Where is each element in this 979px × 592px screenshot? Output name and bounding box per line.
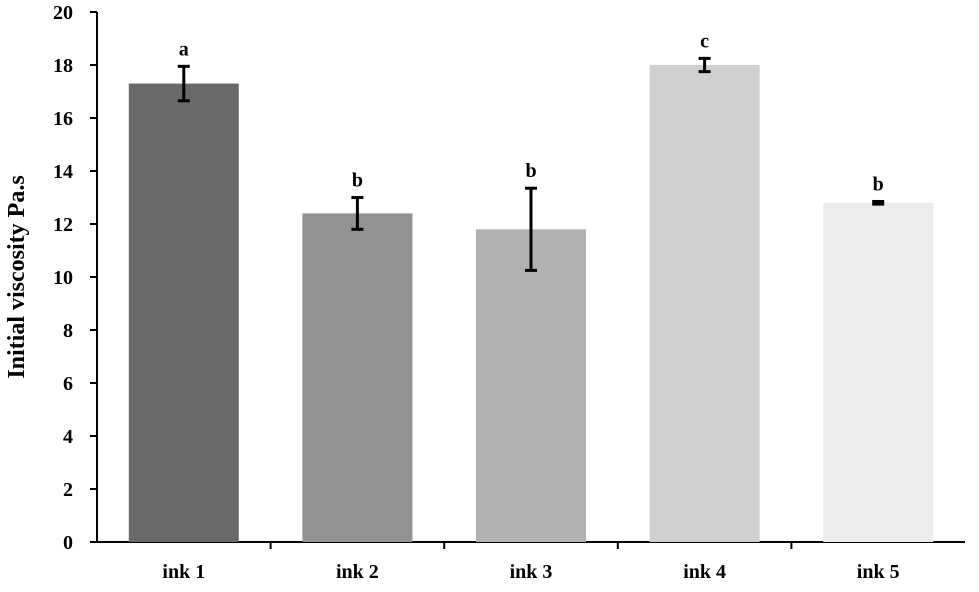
- error-bar-5: [872, 199, 885, 206]
- x-tick-label-3: ink 3: [510, 561, 553, 583]
- y-tick-label: 8: [63, 320, 73, 342]
- bars: [128, 65, 934, 543]
- significance-label-5: b: [873, 173, 884, 195]
- error-bar-4: [698, 56, 711, 74]
- error-bars: [177, 56, 885, 272]
- y-tick-label: 18: [53, 55, 73, 77]
- error-bar-1: [177, 64, 190, 103]
- significance-label-2: b: [352, 170, 363, 192]
- y-axis-label: Initial viscosity Pa.s: [4, 175, 30, 378]
- bar-2: [302, 213, 413, 542]
- error-bar-3: [525, 186, 537, 272]
- error-bar-2: [351, 196, 364, 231]
- bar-4: [649, 65, 760, 542]
- y-tick-label: 16: [53, 108, 73, 130]
- y-tick-label: 10: [53, 267, 73, 289]
- bar-1: [128, 83, 239, 543]
- x-tick-label-2: ink 2: [336, 561, 379, 583]
- x-tick-label-4: ink 4: [683, 561, 726, 583]
- bar-5: [823, 202, 934, 543]
- y-tick-label: 6: [63, 373, 73, 395]
- y-tick-label: 14: [53, 161, 73, 183]
- y-tick-label: 2: [63, 479, 73, 501]
- x-tick-label-1: ink 1: [162, 561, 205, 583]
- significance-label-4: c: [700, 30, 709, 52]
- significance-labels: a b b c b: [179, 30, 884, 195]
- x-tick-label-5: ink 5: [857, 561, 900, 583]
- y-tick-label: 0: [63, 532, 73, 554]
- significance-label-3: b: [525, 160, 536, 182]
- bar-3: [476, 229, 586, 543]
- y-tick-label: 20: [53, 2, 73, 24]
- y-tick-label: 4: [63, 426, 73, 448]
- significance-label-1: a: [179, 38, 189, 60]
- y-ticks: 0 2 4 6 8 10 12 14 16 18 20: [53, 2, 97, 554]
- x-ticks: ink 1 ink 2 ink 3 ink 4 ink 5: [162, 542, 900, 583]
- y-tick-label: 12: [53, 214, 73, 236]
